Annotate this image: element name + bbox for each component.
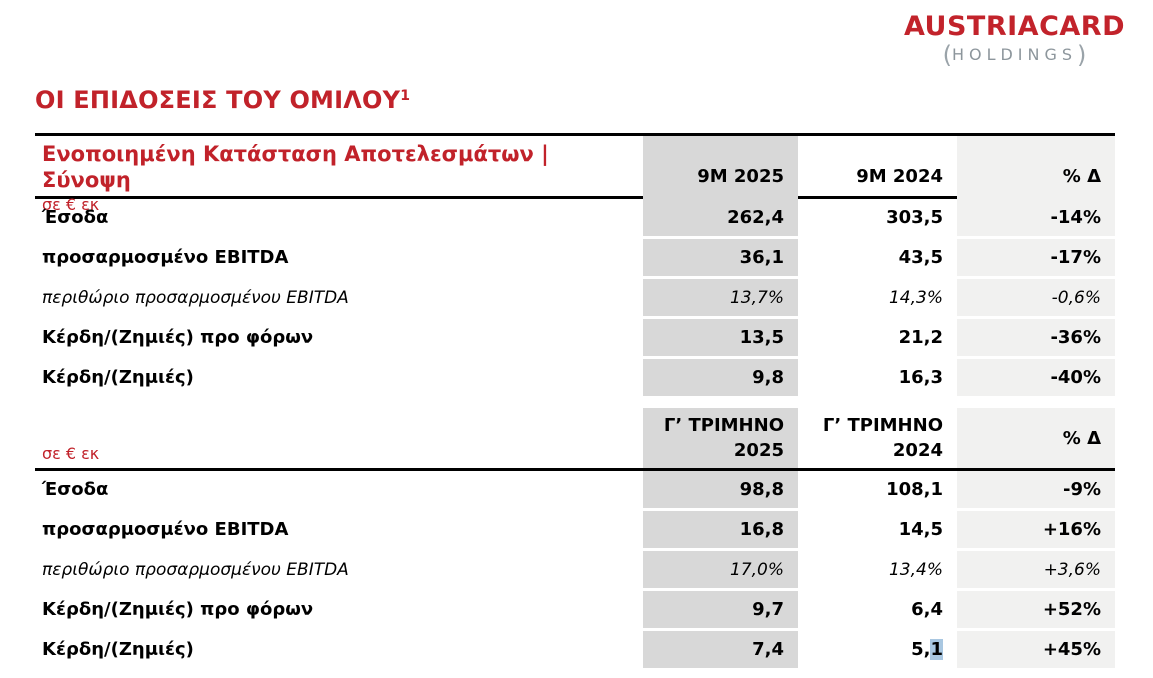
table-row-ebitda-margin: περιθώριο προσαρμοσμένου EBITDA 17,0% 13…	[35, 551, 1115, 588]
table2-colheader-q3-2025: Γ’ ΤΡΙΜΗΝΟ 2025	[643, 408, 798, 468]
table-row-adj-ebitda: προσαρμοσμένο EBITDA 36,1 43,5 -17%	[35, 239, 1115, 276]
cell-q3-2025: 98,8	[643, 471, 798, 508]
austriacard-logo: AUSTRIACARD (HOLDINGS)	[904, 12, 1125, 69]
cell-delta: +3,6%	[957, 551, 1115, 588]
table-row-revenue: Έσοδα 98,8 108,1 -9%	[35, 471, 1115, 508]
cell-delta: -0,6%	[957, 279, 1115, 316]
cell-9m2024: 21,2	[898, 327, 943, 348]
row-label: προσαρμοσμένο EBITDA	[42, 519, 289, 540]
table-row-profit-before-tax: Κέρδη/(Ζημιές) προ φόρων 9,7 6,4 +52%	[35, 591, 1115, 628]
cell-q3-2024: 13,4%	[888, 559, 943, 580]
logo-paren-close: )	[1077, 41, 1087, 69]
table2-colheader-q3-2024: Γ’ ΤΡΙΜΗΝΟ 2024	[798, 408, 957, 468]
table1-title: Ενοποιημένη Κατάσταση Αποτελεσμάτων | Σύ…	[42, 142, 549, 192]
cell-9m2024: 43,5	[898, 247, 943, 268]
cell-9m2024: 303,5	[886, 207, 943, 228]
logo-brand-austria: AUSTRIA	[903, 11, 1040, 42]
logo-brand-text: AUSTRIACARD	[904, 12, 1125, 42]
row-label: Κέρδη/(Ζημιές) προ φόρων	[42, 599, 314, 620]
logo-brand-card: CARD	[1039, 11, 1125, 42]
row-label: Κέρδη/(Ζημιές)	[42, 639, 194, 660]
table1-colheader-9m2024: 9M 2024	[856, 165, 943, 187]
table2-unit-label: σε € εκ	[42, 444, 100, 463]
cell-q3-2025: 7,4	[643, 631, 798, 668]
cell-q3-2025: 17,0%	[643, 551, 798, 588]
page-title: ΟΙ ΕΠΙΔΟΣΕΙΣ ΤΟΥ ΟΜΙΛΟΥ1	[35, 86, 410, 114]
table2-colheader-delta: % Δ	[957, 408, 1115, 468]
logo-holdings-label: HOLDINGS	[951, 45, 1078, 64]
colheader-line2: 2025	[733, 440, 784, 461]
cell-delta: -14%	[957, 199, 1115, 236]
row-label: Έσοδα	[42, 207, 109, 228]
cell-9m2025: 13,5	[643, 319, 798, 356]
cell-q3-2024: 108,1	[886, 479, 943, 500]
colheader-line1: Γ’ ΤΡΙΜΗΝΟ	[663, 415, 784, 436]
text-selection-highlight: 1	[930, 639, 943, 660]
cell-q3-2025: 9,7	[643, 591, 798, 628]
cell-9m2025: 13,7%	[643, 279, 798, 316]
cell-delta: +45%	[957, 631, 1115, 668]
value-prefix: 5,	[911, 639, 931, 660]
colheader-line2: 2024	[892, 440, 943, 461]
cell-delta: -40%	[957, 359, 1115, 396]
row-label: Κέρδη/(Ζημιές) προ φόρων	[42, 327, 314, 348]
row-label: Έσοδα	[42, 479, 109, 500]
cell-q3-2024: 5, 1	[798, 631, 957, 668]
row-label: περιθώριο προσαρμοσμένου EBITDA	[42, 287, 349, 308]
cell-9m2024: 16,3	[898, 367, 943, 388]
cell-delta: -9%	[957, 471, 1115, 508]
table-row-revenue: Έσοδα 262,4 303,5 -14%	[35, 199, 1115, 236]
table-row-profit-before-tax: Κέρδη/(Ζημιές) προ φόρων 13,5 21,2 -36%	[35, 319, 1115, 356]
cell-9m2024: 14,3%	[888, 287, 943, 308]
row-label: Κέρδη/(Ζημιές)	[42, 367, 194, 388]
cell-9m2025: 262,4	[643, 199, 798, 236]
cell-q3-2024: 6,4	[911, 599, 943, 620]
table-row-net-profit: Κέρδη/(Ζημιές) 9,8 16,3 -40%	[35, 359, 1115, 396]
cell-delta: +52%	[957, 591, 1115, 628]
cell-q3-2024: 14,5	[898, 519, 943, 540]
financial-tables: Ενοποιημένη Κατάσταση Αποτελεσμάτων | Σύ…	[35, 133, 1115, 671]
cell-9m2025: 9,8	[643, 359, 798, 396]
logo-holdings-text: (HOLDINGS)	[904, 41, 1125, 69]
table-row-adj-ebitda: προσαρμοσμένο EBITDA 16,8 14,5 +16%	[35, 511, 1115, 548]
cell-delta: +16%	[957, 511, 1115, 548]
cell-delta: -17%	[957, 239, 1115, 276]
table-row-net-profit: Κέρδη/(Ζημιές) 7,4 5, 1 +45%	[35, 631, 1115, 668]
logo-paren-open: (	[942, 41, 952, 69]
cell-q3-2025: 16,8	[643, 511, 798, 548]
table-row-ebitda-margin: περιθώριο προσαρμοσμένου EBITDA 13,7% 14…	[35, 279, 1115, 316]
page-title-text: ΟΙ ΕΠΙΔΟΣΕΙΣ ΤΟΥ ΟΜΙΛΟΥ	[35, 86, 401, 114]
cell-9m2025: 36,1	[643, 239, 798, 276]
colheader-line1: Γ’ ΤΡΙΜΗΝΟ	[822, 415, 943, 436]
table1-header-row: Ενοποιημένη Κατάσταση Αποτελεσμάτων | Σύ…	[35, 133, 1115, 216]
table1-header-title-cell: Ενοποιημένη Κατάσταση Αποτελεσμάτων | Σύ…	[35, 136, 643, 216]
row-label: περιθώριο προσαρμοσμένου EBITDA	[42, 559, 349, 580]
table2-header-row: σε € εκ Γ’ ΤΡΙΜΗΝΟ 2025 Γ’ ΤΡΙΜΗΝΟ 2024 …	[35, 408, 1115, 471]
cell-delta: -36%	[957, 319, 1115, 356]
row-label: προσαρμοσμένο EBITDA	[42, 247, 289, 268]
table1-unit-label: σε € εκ	[42, 195, 100, 214]
page-title-footnote-marker: 1	[400, 88, 411, 104]
